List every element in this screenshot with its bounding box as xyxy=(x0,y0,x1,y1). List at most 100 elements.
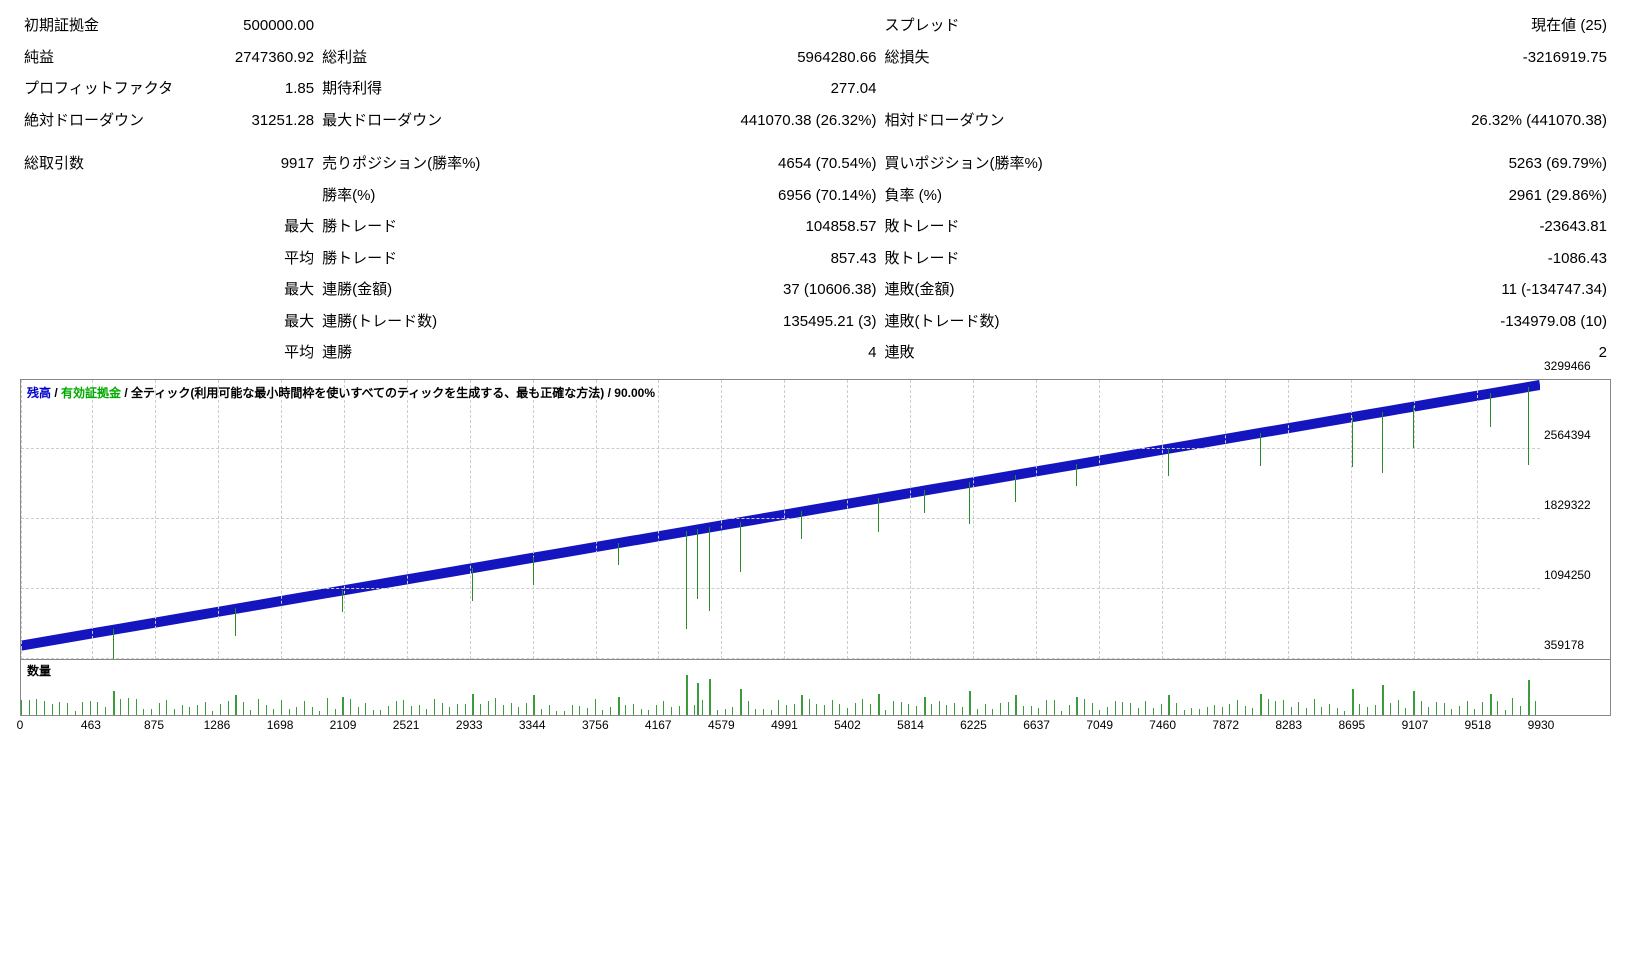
value-abs-drawdown: 31251.28 xyxy=(177,105,318,137)
y-tick-label: 3299466 xyxy=(1544,359,1591,373)
x-tick-label: 1286 xyxy=(204,718,231,732)
label-expected-payoff: 期待利得 xyxy=(318,73,539,105)
x-tick-label: 7872 xyxy=(1212,718,1239,732)
value-avg-consec-wins: 4 xyxy=(539,337,881,369)
label xyxy=(318,10,539,42)
table-row: 平均 勝トレード 857.43 敗トレード -1086.43 xyxy=(20,243,1611,275)
value-net-profit: 2747360.92 xyxy=(177,42,318,74)
label xyxy=(20,243,177,275)
x-tick-label: 4991 xyxy=(771,718,798,732)
legend-rest: / 全ティック(利用可能な最小時間枠を使いすべてのティックを生成する、最も正確な… xyxy=(121,386,655,400)
value-consec-losses-amount: 11 (-134747.34) xyxy=(1147,274,1611,306)
x-tick-label: 2521 xyxy=(393,718,420,732)
x-tick-label: 8283 xyxy=(1275,718,1302,732)
label-abs-drawdown: 絶対ドローダウン xyxy=(20,105,177,137)
label xyxy=(20,337,177,369)
volume-plot-area: 数量 xyxy=(21,660,1540,715)
label-rel-drawdown: 相対ドローダウン xyxy=(880,105,1146,137)
value-spread: 現在値 (25) xyxy=(1147,10,1611,42)
label-short-positions: 売りポジション(勝率%) xyxy=(318,148,539,180)
value-consec-losses-count: -134979.08 (10) xyxy=(1147,306,1611,338)
x-tick-label: 4167 xyxy=(645,718,672,732)
table-row: 最大 勝トレード 104858.57 敗トレード -23643.81 xyxy=(20,211,1611,243)
backtest-chart: 残高 / 有効証拠金 / 全ティック(利用可能な最小時間枠を使いすべてのティック… xyxy=(20,379,1611,716)
value-avg-win-trade: 857.43 xyxy=(539,243,881,275)
x-tick-label: 3756 xyxy=(582,718,609,732)
label-loss-trade: 敗トレード xyxy=(880,211,1146,243)
label-gross-profit: 総利益 xyxy=(318,42,539,74)
prefix-max: 最大 xyxy=(177,211,318,243)
x-tick-label: 9518 xyxy=(1465,718,1492,732)
value xyxy=(1147,73,1611,105)
label-consec-losses: 連敗 xyxy=(880,337,1146,369)
x-tick-label: 5402 xyxy=(834,718,861,732)
x-tick-label: 8695 xyxy=(1338,718,1365,732)
table-row: 最大 連勝(トレード数) 135495.21 (3) 連敗(トレード数) -13… xyxy=(20,306,1611,338)
label xyxy=(20,274,177,306)
label-consec-wins: 連勝 xyxy=(318,337,539,369)
label xyxy=(20,211,177,243)
x-axis-plot: 0463875128616982109252129333344375641674… xyxy=(20,718,1541,734)
x-tick-label: 7049 xyxy=(1086,718,1113,732)
x-tick-label: 5814 xyxy=(897,718,924,732)
label-profit-factor: プロフィットファクタ xyxy=(20,73,177,105)
spacer xyxy=(20,136,1611,148)
value-avg-consec-losses: 2 xyxy=(1147,337,1611,369)
value-max-drawdown: 441070.38 (26.32%) xyxy=(539,105,881,137)
value-win-rate: 6956 (70.14%) xyxy=(539,180,881,212)
prefix-max: 最大 xyxy=(177,306,318,338)
x-tick-label: 0 xyxy=(17,718,24,732)
label-max-drawdown: 最大ドローダウン xyxy=(318,105,539,137)
label-win-trade: 勝トレード xyxy=(318,211,539,243)
volume-panel: 数量 xyxy=(21,660,1610,715)
prefix-avg: 平均 xyxy=(177,337,318,369)
table-row: 純益 2747360.92 総利益 5964280.66 総損失 -321691… xyxy=(20,42,1611,74)
volume-label: 数量 xyxy=(27,662,51,679)
label-loss-rate: 負率 (%) xyxy=(880,180,1146,212)
value xyxy=(539,10,881,42)
equity-y-axis: 3299466256439418293221094250359178 xyxy=(1540,380,1610,659)
y-tick-label: 2564394 xyxy=(1544,428,1591,442)
value-consec-wins-count: 135495.21 (3) xyxy=(539,306,881,338)
x-tick-label: 463 xyxy=(81,718,101,732)
table-row: 勝率(%) 6956 (70.14%) 負率 (%) 2961 (29.86%) xyxy=(20,180,1611,212)
value-avg-loss-trade: -1086.43 xyxy=(1147,243,1611,275)
x-tick-label: 2933 xyxy=(456,718,483,732)
equity-line-svg xyxy=(21,380,1540,659)
value-max-win-trade: 104858.57 xyxy=(539,211,881,243)
value-consec-wins-amount: 37 (10606.38) xyxy=(539,274,881,306)
table-row: 最大 連勝(金額) 37 (10606.38) 連敗(金額) 11 (-1347… xyxy=(20,274,1611,306)
table-row: 絶対ドローダウン 31251.28 最大ドローダウン 441070.38 (26… xyxy=(20,105,1611,137)
equity-chart: 残高 / 有効証拠金 / 全ティック(利用可能な最小時間枠を使いすべてのティック… xyxy=(21,380,1610,660)
value-expected-payoff: 277.04 xyxy=(539,73,881,105)
label xyxy=(20,306,177,338)
x-tick-label: 3344 xyxy=(519,718,546,732)
label-net-profit: 純益 xyxy=(20,42,177,74)
label xyxy=(20,180,177,212)
value-gross-loss: -3216919.75 xyxy=(1147,42,1611,74)
value-total-trades: 9917 xyxy=(177,148,318,180)
legend-sep: / xyxy=(51,386,61,400)
label-consec-wins-count: 連勝(トレード数) xyxy=(318,306,539,338)
chart-legend: 残高 / 有効証拠金 / 全ティック(利用可能な最小時間枠を使いすべてのティック… xyxy=(27,384,655,401)
y-tick-label: 359178 xyxy=(1544,638,1584,652)
x-tick-label: 7460 xyxy=(1149,718,1176,732)
label-win-rate: 勝率(%) xyxy=(318,180,539,212)
label-spread: スプレッド xyxy=(880,10,1146,42)
table-row: 初期証拠金 500000.00 スプレッド 現在値 (25) xyxy=(20,10,1611,42)
x-tick-label: 6637 xyxy=(1023,718,1050,732)
value-loss-rate: 2961 (29.86%) xyxy=(1147,180,1611,212)
table-row: 総取引数 9917 売りポジション(勝率%) 4654 (70.54%) 買いポ… xyxy=(20,148,1611,180)
value-profit-factor: 1.85 xyxy=(177,73,318,105)
equity-plot-area: 残高 / 有効証拠金 / 全ティック(利用可能な最小時間枠を使いすべてのティック… xyxy=(21,380,1540,659)
label-initial-deposit: 初期証拠金 xyxy=(20,10,177,42)
label-win-trade: 勝トレード xyxy=(318,243,539,275)
label-consec-wins-amount: 連勝(金額) xyxy=(318,274,539,306)
label-consec-losses-amount: 連敗(金額) xyxy=(880,274,1146,306)
y-tick-label: 1829322 xyxy=(1544,498,1591,512)
table-row: 平均 連勝 4 連敗 2 xyxy=(20,337,1611,369)
x-tick-label: 2109 xyxy=(330,718,357,732)
prefix-max: 最大 xyxy=(177,274,318,306)
value-long-positions: 5263 (69.79%) xyxy=(1147,148,1611,180)
label-loss-trade: 敗トレード xyxy=(880,243,1146,275)
